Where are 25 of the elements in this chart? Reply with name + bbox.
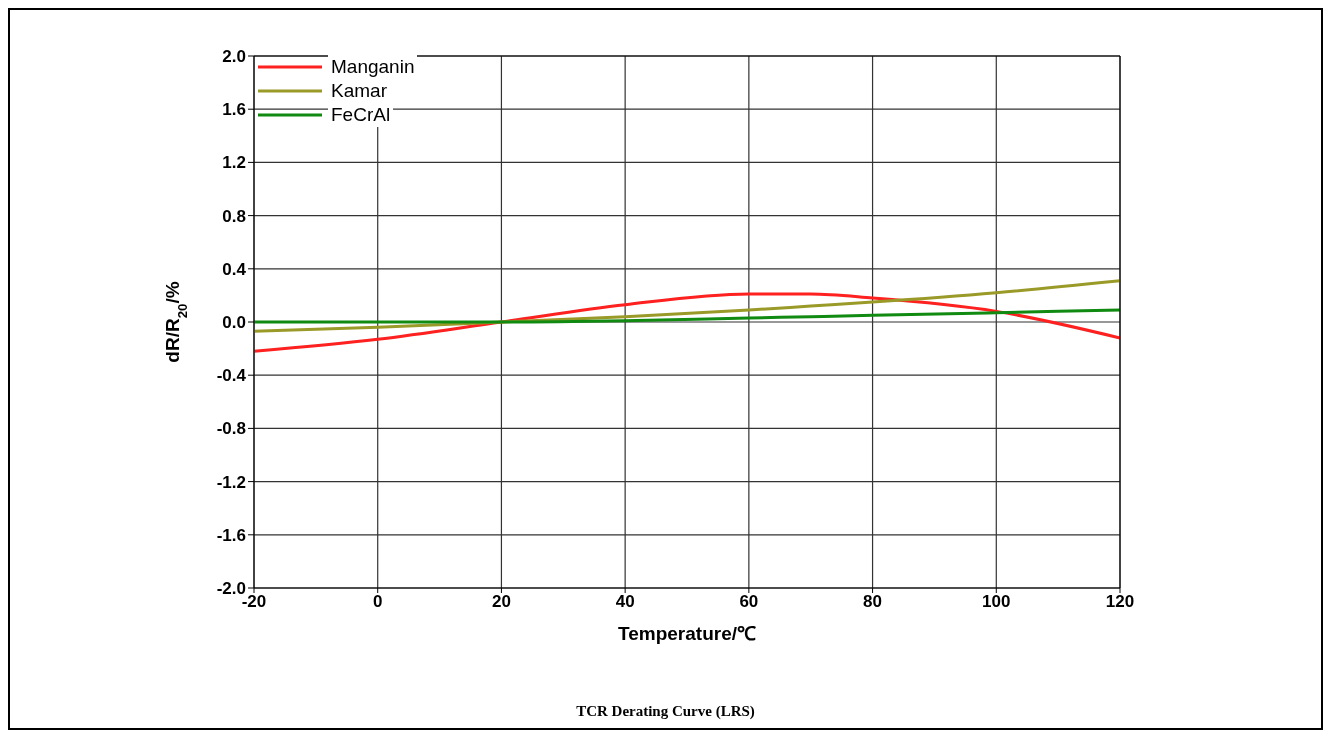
line-series	[254, 292, 1120, 353]
x-tick-label: 0	[372, 592, 383, 612]
y-tick-label: 1.6	[222, 100, 246, 120]
x-tick-label: 60	[739, 592, 759, 612]
legend-label: FeCrAl	[328, 103, 394, 127]
x-axis-title: Temperature/℃	[618, 623, 756, 644]
y-tick-label: -1.6	[216, 525, 246, 545]
y-tick-label: -2.0	[216, 579, 246, 599]
x-tick-label: 40	[615, 592, 635, 612]
y-tick-label: -0.8	[216, 419, 246, 439]
legend-label: Kamar	[328, 79, 390, 103]
line-series	[254, 308, 1120, 324]
y-tick-label: -1.2	[216, 472, 246, 492]
x-tick-label: 80	[863, 592, 883, 612]
x-tick-label: 120	[1105, 592, 1135, 612]
y-tick-label: 0.8	[222, 206, 246, 226]
x-tick-label: 100	[982, 592, 1011, 612]
y-tick-label: 1.2	[222, 153, 246, 173]
x-tick-label: 20	[491, 592, 511, 612]
text: TCR Derating Curve (LRS)	[575, 703, 756, 720]
y-tick-label: -0.4	[216, 366, 247, 386]
legend-label: Manganin	[328, 55, 418, 79]
y-tick-label: 2.0	[222, 47, 246, 67]
y-tick-label: 0.4	[222, 259, 247, 279]
y-tick-label: 0.0	[222, 313, 246, 333]
